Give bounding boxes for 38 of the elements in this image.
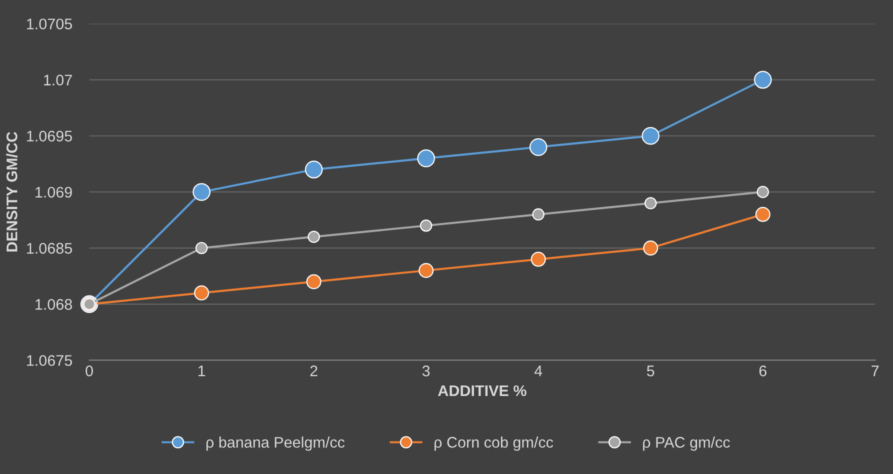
- legend-label: ρ PAC gm/cc: [643, 436, 730, 451]
- x-tick-label: 1: [198, 366, 206, 376]
- point: [194, 285, 210, 300]
- point: [195, 242, 208, 254]
- point: [532, 208, 544, 221]
- point: [417, 149, 435, 168]
- legend-label: ρ Corn cob gm/cc: [434, 436, 554, 451]
- point: [308, 230, 320, 243]
- point: [756, 186, 769, 198]
- x-tick-label: 0: [86, 366, 93, 376]
- y-tick-label: 1.0705: [27, 18, 72, 30]
- point: [420, 220, 432, 232]
- point: [529, 138, 548, 156]
- x-tick-label: 5: [646, 366, 654, 376]
- point: [754, 70, 772, 89]
- y-tick-label: 1.0685: [27, 242, 72, 254]
- y-tick-label: 1.0675: [27, 355, 72, 366]
- x-tick-label: 6: [759, 366, 766, 376]
- legend-label: ρ banana Peelgm/cc: [206, 436, 345, 451]
- y-tick-label: 1.068: [36, 299, 72, 310]
- point: [755, 206, 770, 222]
- point: [644, 197, 657, 210]
- point: [643, 240, 658, 256]
- x-tick-label: 4: [534, 366, 542, 376]
- x-axis-title: ADDITIVE %: [438, 385, 526, 396]
- y-axis-title: DENSITY GM/CC: [6, 132, 18, 252]
- y-tick-label: 1.07: [44, 74, 72, 86]
- x-tick-label: 7: [872, 366, 879, 376]
- point: [306, 274, 322, 290]
- point: [642, 126, 660, 145]
- point: [530, 252, 546, 267]
- point: [304, 160, 323, 178]
- y-tick-label: 1.069: [36, 186, 72, 198]
- x-tick-label: 3: [422, 366, 430, 376]
- point: [192, 183, 210, 201]
- point: [418, 262, 434, 278]
- x-tick-label: 2: [310, 366, 318, 376]
- y-tick-label: 1.0695: [27, 130, 72, 142]
